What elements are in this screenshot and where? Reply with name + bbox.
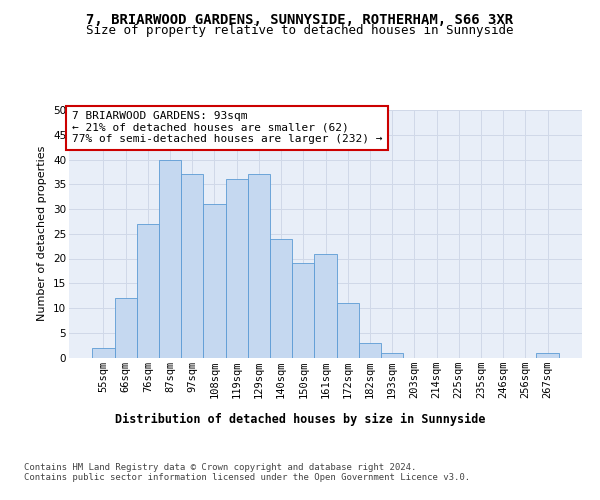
Bar (203, 204, 226, 358)
Text: 7 BRIARWOOD GARDENS: 93sqm
← 21% of detached houses are smaller (62)
77% of semi: 7 BRIARWOOD GARDENS: 93sqm ← 21% of deta… (71, 111, 382, 144)
Bar (181, 174, 203, 358)
Bar (92, 348, 115, 358)
Text: Distribution of detached houses by size in Sunnyside: Distribution of detached houses by size … (115, 412, 485, 426)
Bar (137, 224, 159, 358)
Y-axis label: Number of detached properties: Number of detached properties (37, 146, 47, 322)
Text: 7, BRIARWOOD GARDENS, SUNNYSIDE, ROTHERHAM, S66 3XR: 7, BRIARWOOD GARDENS, SUNNYSIDE, ROTHERH… (86, 12, 514, 26)
Bar (381, 352, 403, 358)
Bar (536, 352, 559, 358)
Bar (270, 238, 292, 358)
Bar (159, 160, 181, 358)
Text: Size of property relative to detached houses in Sunnyside: Size of property relative to detached ho… (86, 24, 514, 37)
Text: Contains HM Land Registry data © Crown copyright and database right 2024.
Contai: Contains HM Land Registry data © Crown c… (24, 462, 470, 482)
Bar (226, 180, 248, 358)
Bar (337, 303, 359, 358)
Bar (359, 342, 381, 357)
Bar (115, 298, 137, 358)
Bar (248, 174, 270, 358)
Bar (292, 264, 314, 358)
Bar (314, 254, 337, 358)
